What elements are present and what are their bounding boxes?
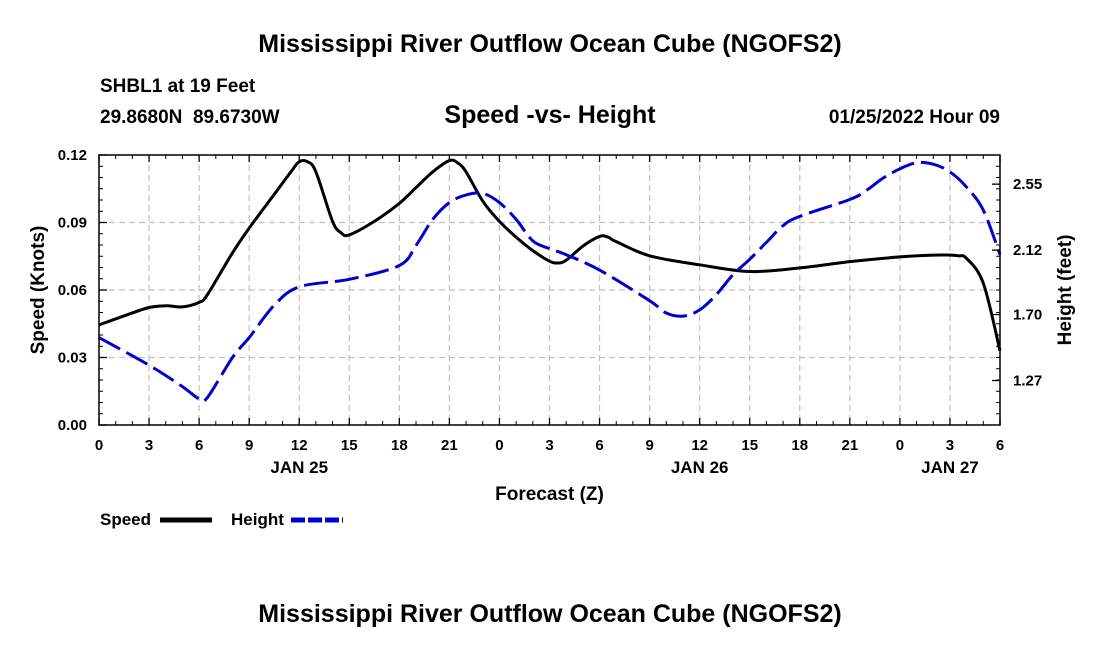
series-layer — [98, 158, 1002, 403]
x-tick-label: 12 — [291, 437, 308, 454]
legend-speed-label: Speed — [100, 510, 152, 529]
date-label: JAN 25 — [270, 458, 328, 477]
y-tick-label: 0.00 — [58, 417, 87, 434]
main-title-top: Mississippi River Outflow Ocean Cube (NG… — [258, 30, 842, 58]
x-tick-label: 21 — [441, 437, 458, 454]
legend-speed-swatch — [160, 517, 212, 523]
x-tick-label: 12 — [691, 437, 708, 454]
chart-subtitle: Speed -vs- Height — [444, 101, 656, 129]
date-label: JAN 26 — [671, 458, 729, 477]
x-tick-label: 6 — [595, 437, 603, 454]
main-title-bottom: Mississippi River Outflow Ocean Cube (NG… — [258, 600, 842, 628]
legend-height-swatch — [291, 517, 343, 523]
y2-tick-label: 1.27 — [1013, 373, 1042, 390]
y-axis-title: Speed (Knots) — [28, 226, 49, 355]
y-tick-label: 0.06 — [58, 282, 87, 299]
station-label: SHBL1 at 19 Feet — [100, 76, 256, 97]
y2-tick-label: 1.70 — [1013, 307, 1042, 324]
grid — [99, 155, 1000, 425]
y2-tick-label: 2.55 — [1013, 176, 1042, 193]
x-axis-title: Forecast (Z) — [495, 484, 604, 505]
x-tick-label: 3 — [946, 437, 954, 454]
x-tick-label: 3 — [545, 437, 553, 454]
x-tick-label: 9 — [245, 437, 253, 454]
x-tick-label: 15 — [741, 437, 758, 454]
x-tick-label: 18 — [391, 437, 408, 454]
y2-axis-title: Height (feet) — [1055, 235, 1076, 346]
legend-height-label: Height — [231, 510, 284, 529]
x-tick-label: 6 — [195, 437, 203, 454]
x-tick-label: 0 — [95, 437, 103, 454]
date-label: JAN 27 — [921, 458, 979, 477]
coordinates-label: 29.8680N 89.6730W — [100, 107, 280, 128]
series-line-speed — [98, 158, 1002, 352]
y2-tick-label: 2.12 — [1013, 242, 1042, 259]
x-tick-label: 0 — [495, 437, 503, 454]
y-tick-label: 0.03 — [58, 350, 87, 367]
axes: 0 3 6 9 12 15 18 21 0 3 6 9 12 15 18 21 0 3 6 0.00 0.03 0.06 0… — [28, 147, 1076, 505]
x-tick-label: 15 — [341, 437, 358, 454]
x-tick-label: 6 — [996, 437, 1004, 454]
y-tick-label: 0.09 — [58, 215, 87, 232]
datetime-label: 01/25/2022 Hour 09 — [828, 107, 1000, 128]
x-tick-label: 21 — [841, 437, 858, 454]
series-line-height — [98, 160, 1002, 403]
x-tick-label: 9 — [645, 437, 653, 454]
x-tick-label: 18 — [791, 437, 808, 454]
y-tick-label: 0.12 — [58, 147, 87, 164]
x-tick-label: 0 — [896, 437, 904, 454]
x-tick-label: 3 — [145, 437, 153, 454]
